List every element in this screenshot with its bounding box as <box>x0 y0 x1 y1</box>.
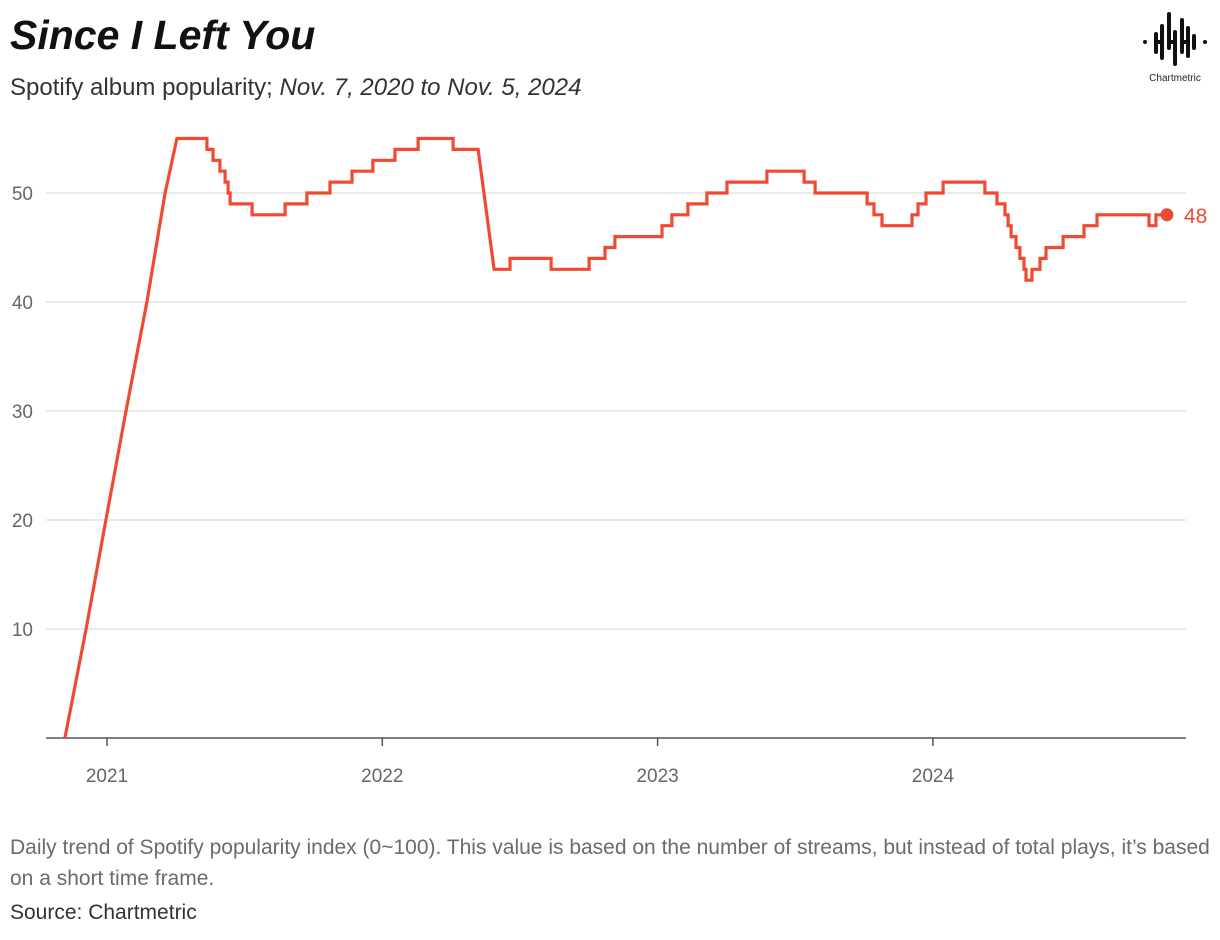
x-tick-label: 2024 <box>912 766 955 787</box>
subtitle-prefix: Spotify album popularity; <box>10 74 280 101</box>
y-tick-label: 30 <box>12 402 33 423</box>
waveform-logo-icon <box>1143 12 1207 66</box>
popularity-line <box>63 136 1167 739</box>
x-tick-label: 2021 <box>86 766 128 787</box>
subtitle-date-range: Nov. 7, 2020 to Nov. 5, 2024 <box>279 74 582 101</box>
x-tick-label: 2023 <box>636 766 678 787</box>
chart-subtitle: Spotify album popularity; Nov. 7, 2020 t… <box>10 74 581 102</box>
last-value-label: 48 <box>1184 205 1207 228</box>
y-tick-label: 20 <box>12 511 33 532</box>
logo-text: Chartmetric <box>1149 73 1201 84</box>
last-value-dot <box>1160 208 1174 222</box>
y-tick-label: 50 <box>12 184 33 205</box>
line-chart: 10 20 30 40 50 2021 2022 2023 2024 48 <box>12 136 1207 787</box>
y-tick-label: 10 <box>12 620 33 641</box>
chartmetric-logo: Chartmetric <box>1140 8 1210 84</box>
footnote: Daily trend of Spotify popularity index … <box>10 836 1210 890</box>
y-tick-label: 40 <box>12 293 33 314</box>
chart-title: Since I Left You <box>10 12 316 58</box>
x-tick-label: 2022 <box>361 766 403 787</box>
source-credit: Source: Chartmetric <box>10 901 197 924</box>
